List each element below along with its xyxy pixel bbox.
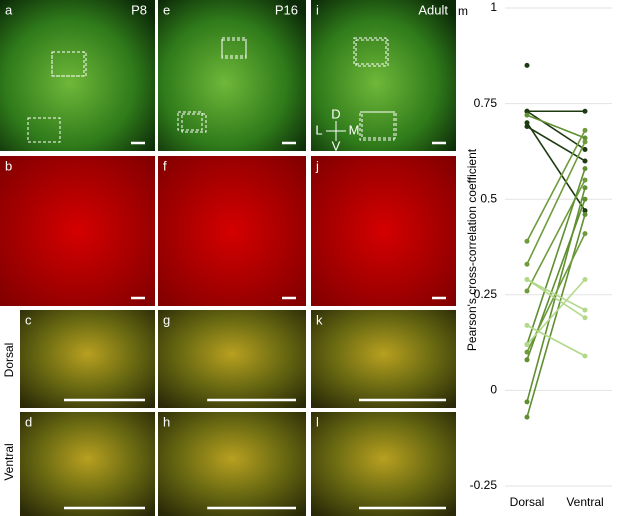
panel-letter: c xyxy=(25,312,32,327)
y-tick-label: 0 xyxy=(490,383,497,397)
panel-letter: a xyxy=(5,2,13,17)
panel-letter: m xyxy=(458,4,468,18)
orientation-label: L xyxy=(315,122,322,137)
stage-label: P8 xyxy=(131,2,147,17)
point xyxy=(582,307,588,313)
roi-box xyxy=(355,39,389,67)
micrograph xyxy=(158,412,306,516)
panel-letter: f xyxy=(163,158,167,173)
point xyxy=(524,112,530,118)
stage-label: Adult xyxy=(418,2,448,17)
pair-line xyxy=(526,278,586,346)
row-label: Dorsal xyxy=(2,343,16,378)
roi-box xyxy=(221,37,247,57)
point xyxy=(582,208,588,214)
pair-line xyxy=(526,110,586,151)
roi-box xyxy=(361,111,397,139)
panel-letter: k xyxy=(316,312,323,327)
x-tick-label: Dorsal xyxy=(510,495,545,509)
point xyxy=(582,353,588,359)
orientation-label: V xyxy=(332,138,341,153)
panel-letter: e xyxy=(163,2,170,17)
y-tick-label: 0.75 xyxy=(474,96,498,110)
orientation-label: M xyxy=(349,122,360,137)
panel-letter: d xyxy=(25,414,32,429)
pair-line xyxy=(526,168,586,345)
panel-letter: b xyxy=(5,158,12,173)
point xyxy=(582,177,588,183)
point xyxy=(582,166,588,172)
roi-box xyxy=(359,111,395,141)
stage-label: P16 xyxy=(275,2,298,17)
point xyxy=(582,108,588,114)
pair-line xyxy=(526,141,586,265)
point xyxy=(524,120,530,126)
point xyxy=(582,135,588,141)
panel-letter: j xyxy=(315,158,319,173)
point xyxy=(524,108,530,114)
point xyxy=(524,238,530,244)
point xyxy=(524,357,530,363)
y-tick-label: 0.5 xyxy=(480,191,497,205)
pair-line xyxy=(526,125,586,162)
y-axis-label: Pearson's cross-correlation coefficient xyxy=(465,148,479,351)
point xyxy=(582,185,588,191)
point xyxy=(524,124,530,130)
point xyxy=(582,277,588,283)
micrograph xyxy=(311,156,456,306)
micrograph xyxy=(158,156,306,306)
roi-box xyxy=(181,113,207,133)
roi-box xyxy=(353,37,387,65)
micrograph xyxy=(0,156,155,306)
micrograph xyxy=(311,0,456,151)
point xyxy=(524,288,530,294)
point xyxy=(524,277,530,283)
micrograph xyxy=(20,310,155,408)
point xyxy=(582,139,588,145)
roi-box xyxy=(27,117,61,143)
point xyxy=(582,146,588,152)
orientation-label: D xyxy=(331,106,340,121)
y-tick-label: -0.25 xyxy=(470,478,498,492)
x-tick-label: Ventral xyxy=(566,495,603,509)
panel-letter: i xyxy=(316,2,319,17)
point xyxy=(582,127,588,133)
roi-box xyxy=(51,51,85,77)
row-label: Ventral xyxy=(2,443,16,480)
point xyxy=(582,158,588,164)
roi-box xyxy=(177,111,203,131)
point xyxy=(524,62,530,68)
pair-line xyxy=(526,324,586,357)
point xyxy=(582,315,588,321)
point xyxy=(524,342,530,348)
point xyxy=(524,322,530,328)
pair-line xyxy=(526,233,586,353)
y-tick-label: 1 xyxy=(490,0,497,14)
pair-line xyxy=(526,114,586,139)
point xyxy=(524,261,530,267)
pair-line xyxy=(526,129,586,242)
panel-letter: l xyxy=(316,414,319,429)
pair-line xyxy=(526,214,586,418)
micrograph xyxy=(158,310,306,408)
micrograph xyxy=(311,310,456,408)
micrograph xyxy=(20,412,155,516)
y-tick-label: 0.25 xyxy=(474,287,498,301)
micrograph xyxy=(311,412,456,516)
pair-line xyxy=(526,278,586,319)
point xyxy=(524,399,530,405)
point xyxy=(524,414,530,420)
panel-letter: h xyxy=(163,414,170,429)
micrograph xyxy=(158,0,306,151)
pair-line xyxy=(526,278,586,311)
point xyxy=(524,349,530,355)
point xyxy=(582,231,588,237)
panel-letter: g xyxy=(163,312,170,327)
point xyxy=(582,196,588,202)
point xyxy=(582,211,588,217)
